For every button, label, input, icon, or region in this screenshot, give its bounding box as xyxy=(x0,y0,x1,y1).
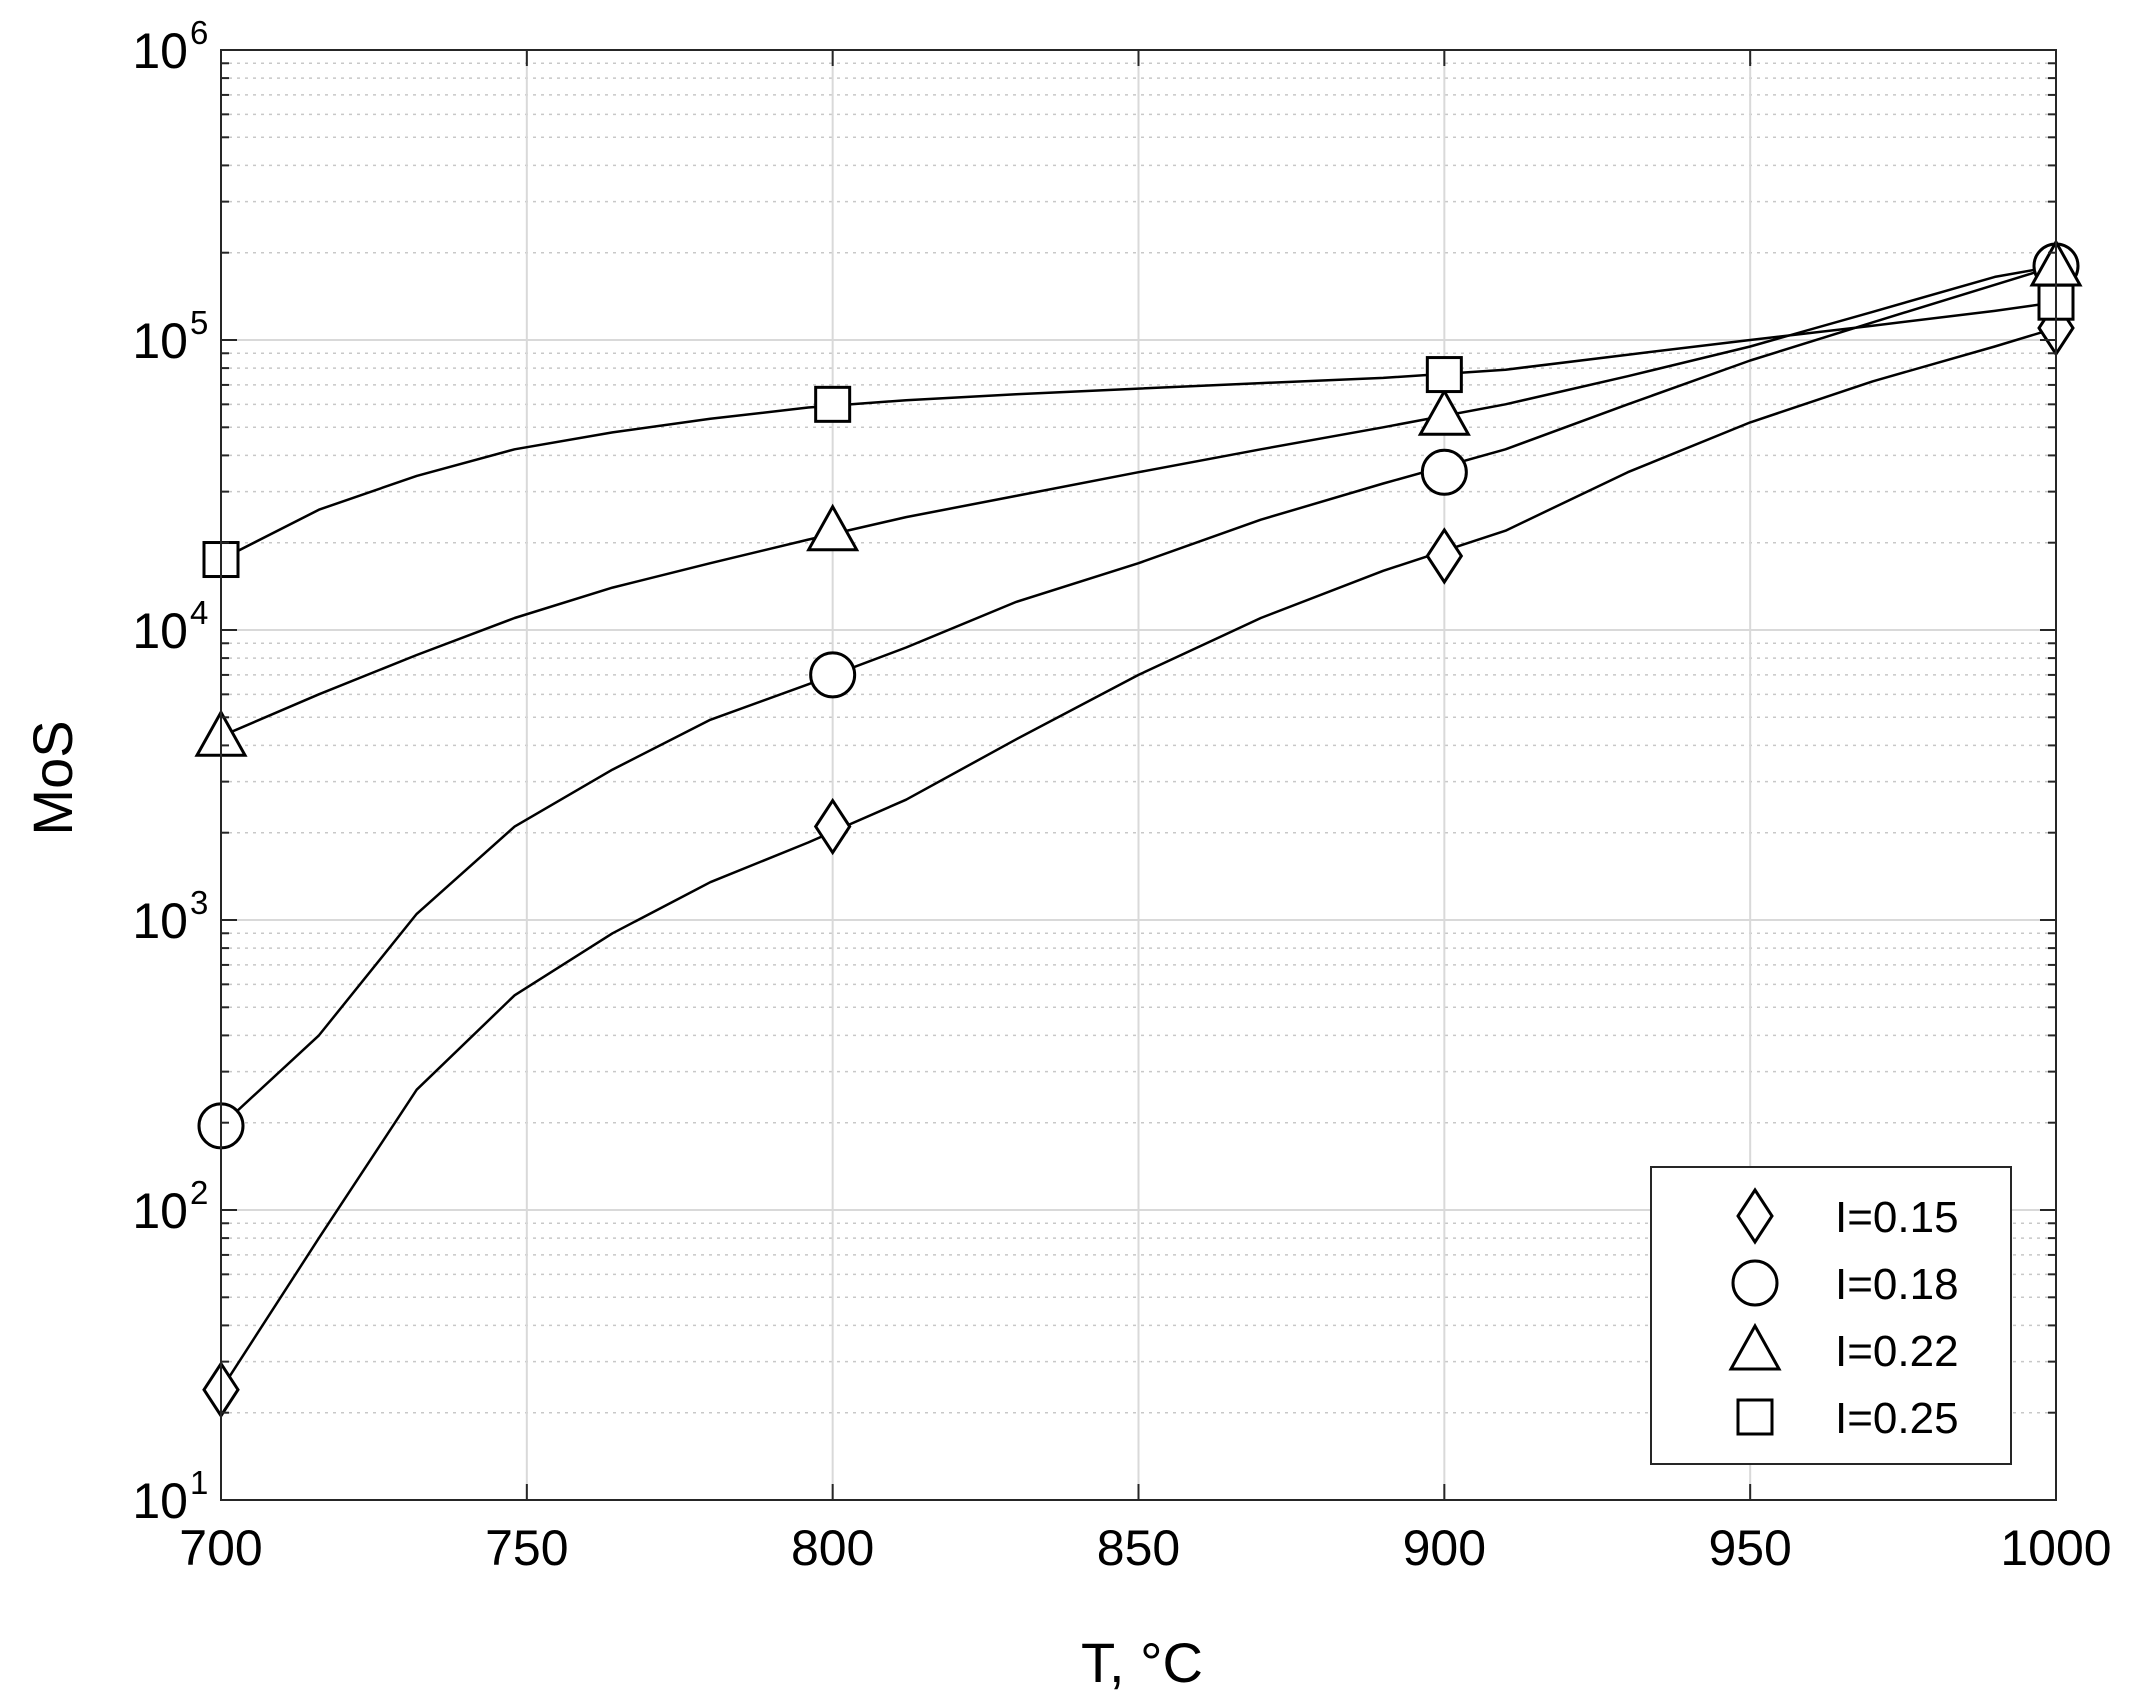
x-tick-label: 750 xyxy=(485,1520,568,1576)
x-tick-label: 850 xyxy=(1097,1520,1180,1576)
legend-marker-3 xyxy=(1728,1322,1782,1371)
y-tick-label: 10 xyxy=(132,1473,188,1529)
legend-label-3: I=0.22 xyxy=(1835,1327,1959,1376)
series-line-1 xyxy=(219,326,2057,1391)
y-tick-label-exponent: 5 xyxy=(190,304,208,341)
x-tick-label: 1000 xyxy=(2000,1520,2111,1576)
axis-ticks xyxy=(220,49,2057,1501)
legend-marker-2 xyxy=(1731,1259,1779,1307)
series-marker-3 xyxy=(1417,388,1471,436)
legend-label-4: I=0.25 xyxy=(1835,1394,1959,1443)
y-tick-label: 10 xyxy=(132,1183,188,1239)
series-marker-4 xyxy=(1425,356,1463,394)
x-tick-label: 800 xyxy=(791,1520,874,1576)
series-marker-2 xyxy=(1420,448,1468,496)
legend-marker-1 xyxy=(1736,1187,1774,1245)
legend-items: I=0.15 I=0.18 I=0.22 I=0.25 xyxy=(1728,1187,1959,1443)
x-tick-label: 950 xyxy=(1708,1520,1791,1576)
x-axis-label: T, °C xyxy=(1081,1631,1203,1694)
y-tick-label: 10 xyxy=(132,893,188,949)
legend-label-2: I=0.18 xyxy=(1835,1260,1959,1309)
series-marker-2 xyxy=(809,651,857,699)
x-tick-labels: 700 750 800 850 900 950 1000 xyxy=(179,1520,2111,1576)
legend: I=0.15 I=0.18 I=0.22 I=0.25 xyxy=(1650,1166,2012,1465)
x-tick-label: 900 xyxy=(1403,1520,1486,1576)
y-tick-label-exponent: 1 xyxy=(190,1464,208,1501)
legend-box xyxy=(1650,1166,2012,1465)
y-tick-label: 10 xyxy=(132,603,188,659)
series-marker-4 xyxy=(814,385,852,423)
x-axis-label-text: T, °C xyxy=(1081,1631,1203,1694)
y-axis-label-text: MoS xyxy=(21,720,84,835)
y-tick-label-exponent: 3 xyxy=(190,884,208,921)
y-tick-label: 10 xyxy=(132,23,188,79)
series-line-4 xyxy=(220,300,2057,561)
series-line-2 xyxy=(220,264,2057,1127)
x-tick-label: 700 xyxy=(179,1520,262,1576)
series-marker-1 xyxy=(813,797,852,856)
legend-marker-4 xyxy=(1736,1398,1774,1436)
y-tick-label-exponent: 6 xyxy=(190,14,208,51)
series-lines xyxy=(219,264,2057,1391)
y-tick-label: 10 xyxy=(132,313,188,369)
legend-label-1: I=0.15 xyxy=(1835,1193,1959,1242)
y-tick-label-exponent: 2 xyxy=(190,1174,208,1211)
series-marker-3 xyxy=(806,503,860,552)
series-line-3 xyxy=(220,264,2057,738)
y-tick-label-exponent: 4 xyxy=(190,594,208,631)
y-axis-label: MoS xyxy=(21,720,84,835)
series-marker-1 xyxy=(1425,527,1464,585)
